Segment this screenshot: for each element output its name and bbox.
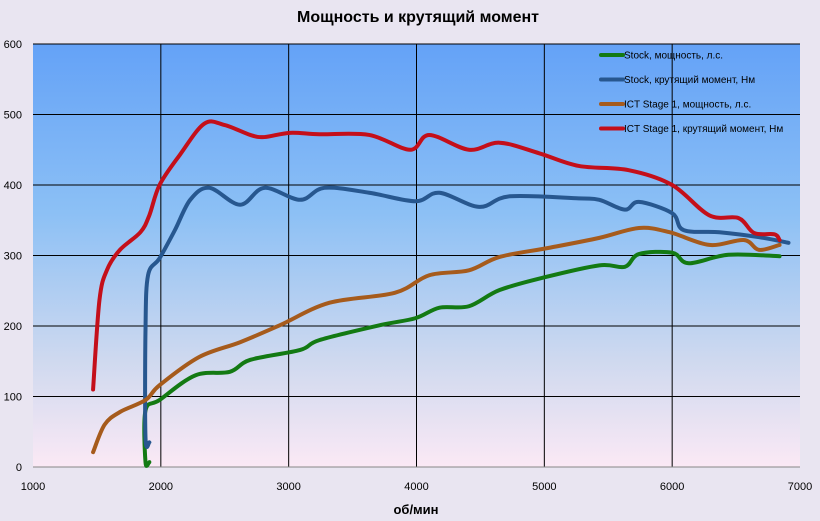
x-tick-label: 3000 xyxy=(276,481,300,493)
series-line-2 xyxy=(91,225,782,455)
y-tick-label: 100 xyxy=(4,392,22,404)
series-line-1 xyxy=(143,185,791,449)
y-tick-label: 400 xyxy=(4,180,22,192)
x-tick-label: 6000 xyxy=(660,481,684,493)
legend: Stock, мощность, л.с. Stock, крутящий мом… xyxy=(599,51,783,135)
y-tick-label: 300 xyxy=(4,251,22,263)
x-tick-label: 4000 xyxy=(404,481,428,493)
legend-label: ICT Stage 1, крутящий момент, Нм xyxy=(624,124,783,135)
legend-label: ICT Stage 1, мощность, л.с. xyxy=(624,100,751,111)
axis-ticks: 1000 2000 3000 4000 5000 6000 7000 0 100 200 300 40… xyxy=(4,39,813,493)
legend-label: Stock, мощность, л.с. xyxy=(624,51,723,62)
legend-label: Stock, крутящий момент, Нм xyxy=(624,75,755,86)
x-tick-label: 5000 xyxy=(532,481,556,493)
y-tick-label: 500 xyxy=(4,110,22,122)
x-tick-label: 1000 xyxy=(21,481,45,493)
x-tick-label: 7000 xyxy=(788,481,812,493)
x-axis-label: об/мин xyxy=(393,502,438,517)
series-lines xyxy=(91,119,791,468)
series-line-0 xyxy=(142,249,782,468)
y-tick-label: 0 xyxy=(16,462,22,474)
chart-title: Мощность и крутящий момент xyxy=(297,9,539,26)
x-tick-label: 2000 xyxy=(149,481,173,493)
y-tick-label: 200 xyxy=(4,321,22,333)
series-line-3 xyxy=(91,119,782,392)
y-tick-label: 600 xyxy=(4,39,22,51)
